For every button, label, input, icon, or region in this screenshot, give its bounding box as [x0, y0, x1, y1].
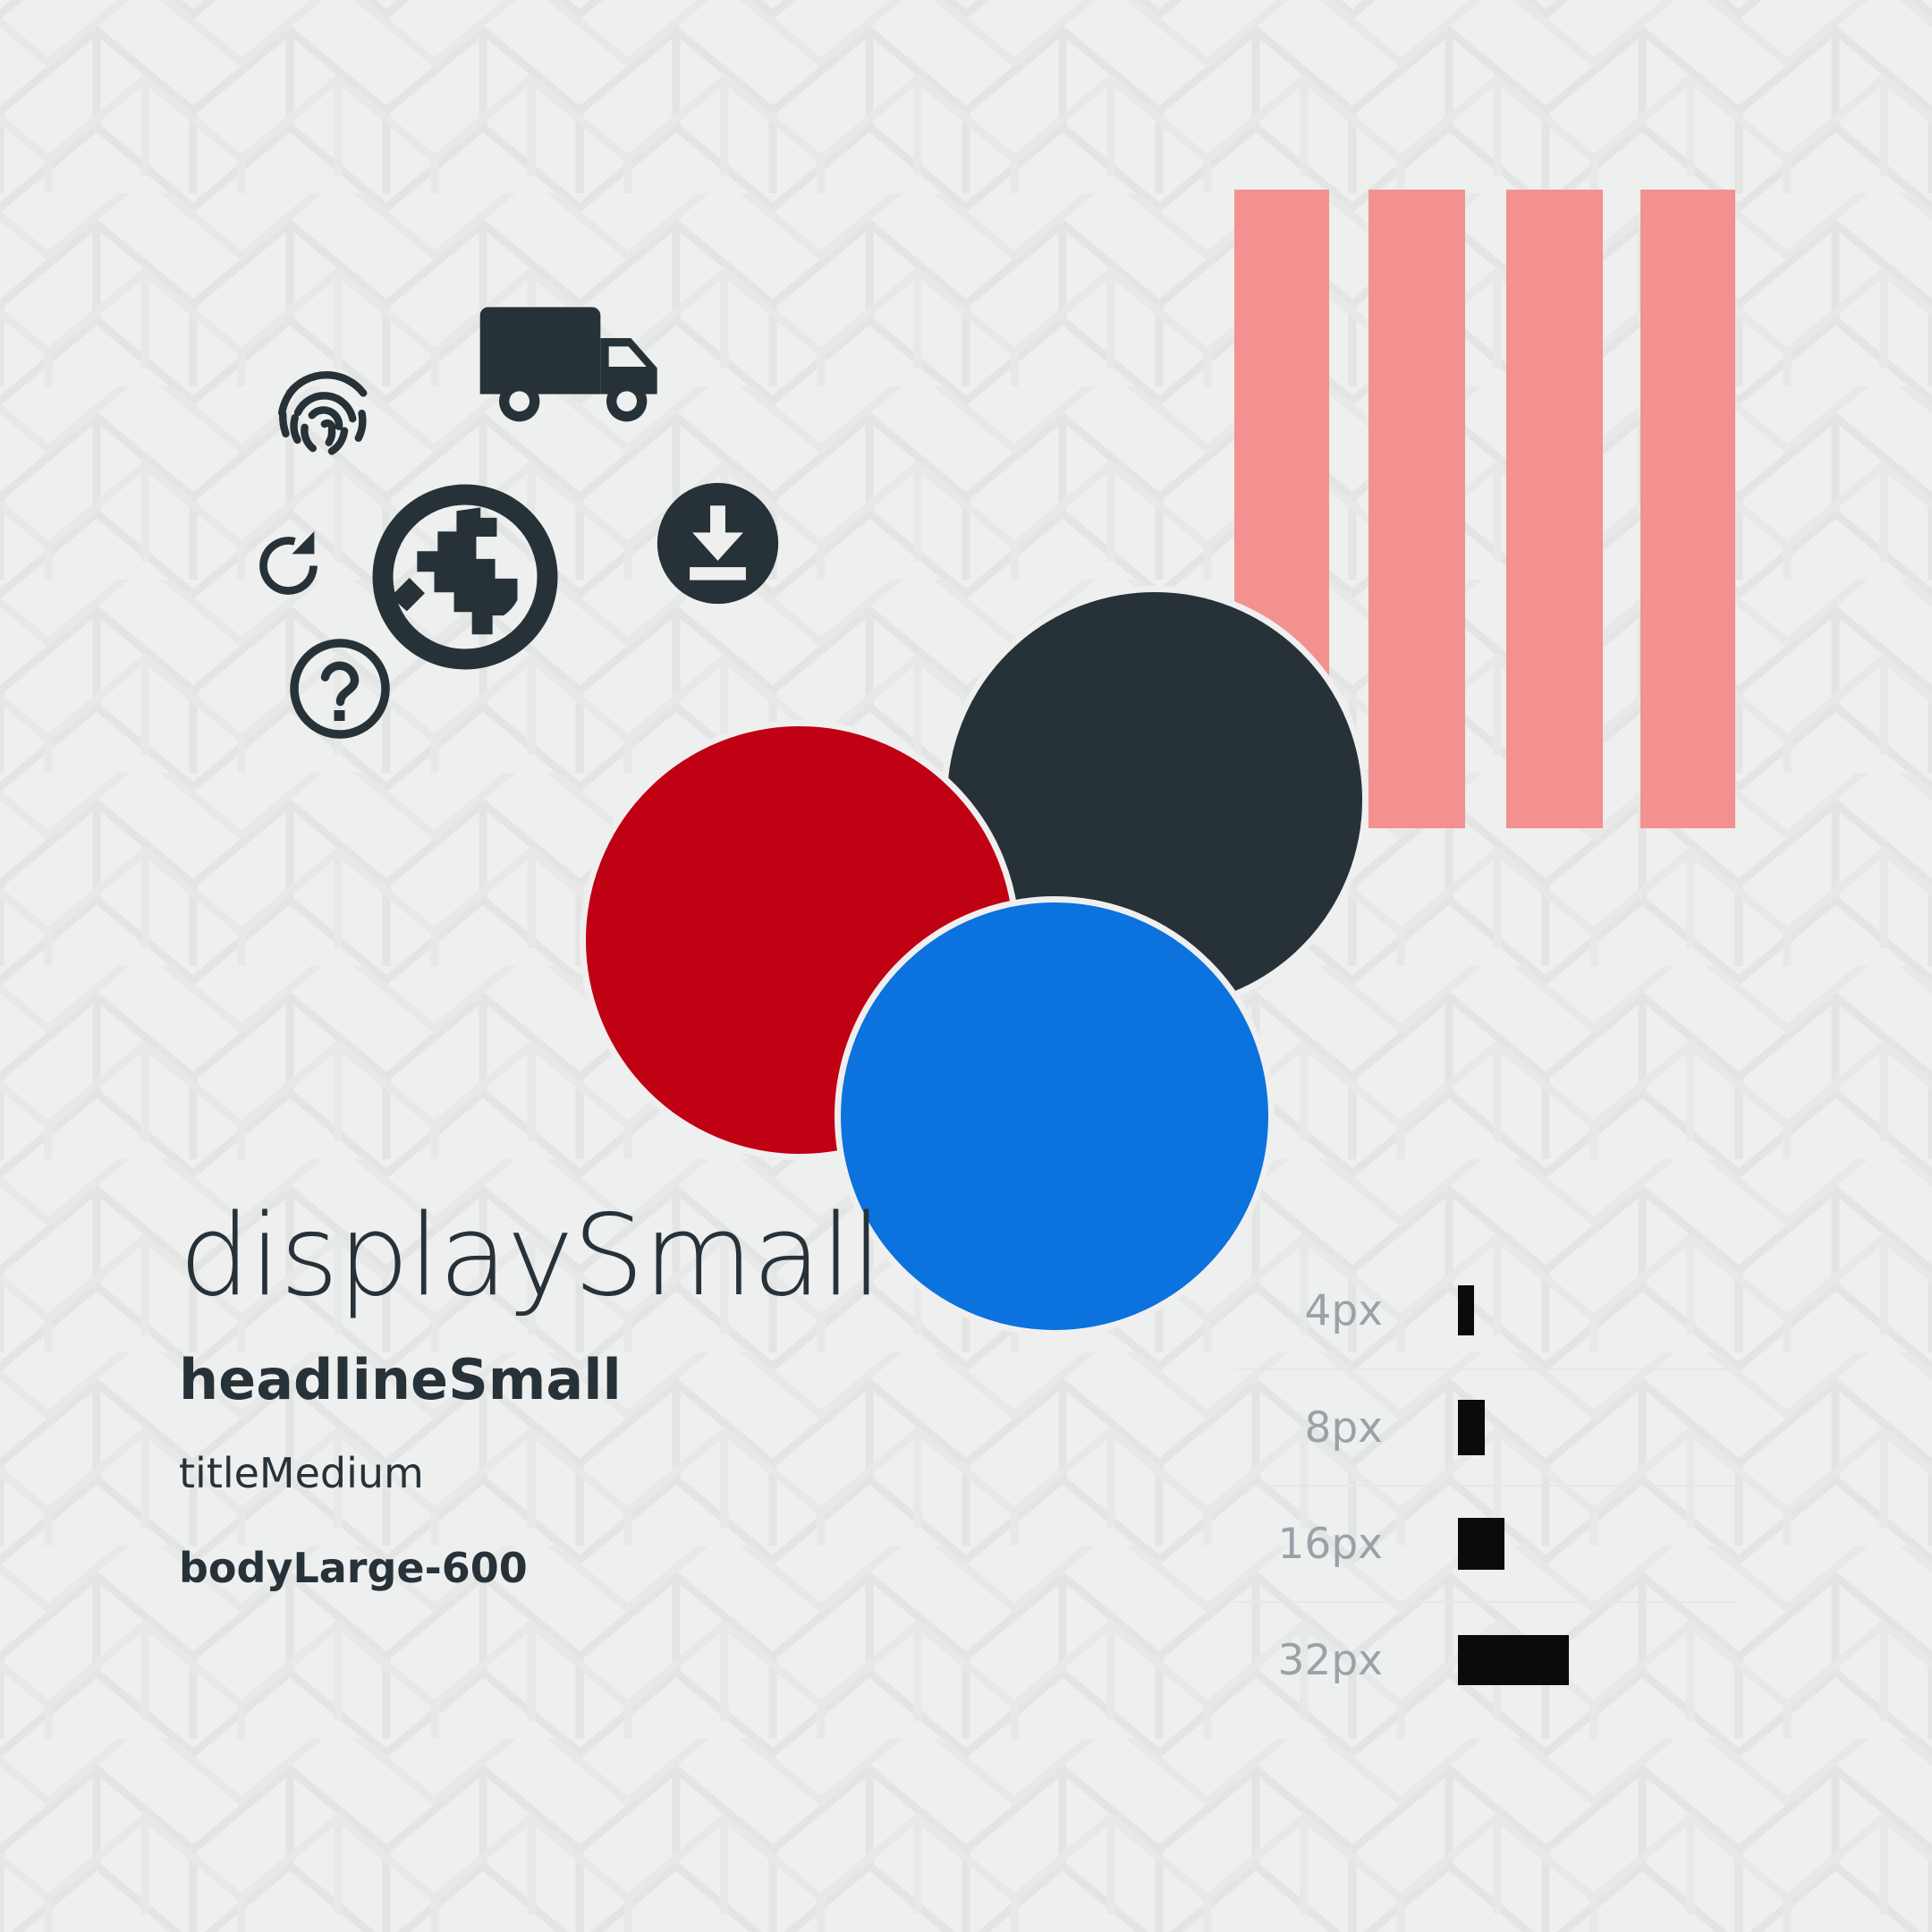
spacing-swatch-wrap [1413, 1518, 1735, 1570]
spacing-scale: 4px 8px 16px 32px [1234, 1252, 1735, 1717]
spacing-swatch-wrap [1413, 1635, 1735, 1685]
spacing-swatch-wrap [1413, 1400, 1735, 1455]
spacing-label: 8px [1304, 1402, 1383, 1453]
spacing-row: 16px [1234, 1485, 1735, 1601]
typography-specimen: displaySmall headlineSmall titleMedium b… [179, 1190, 882, 1593]
spacing-swatch-wrap [1413, 1285, 1735, 1335]
spacing-label: 4px [1304, 1285, 1383, 1335]
spacing-swatch [1458, 1400, 1485, 1455]
spacing-row: 4px [1234, 1252, 1735, 1368]
spacing-row: 32px [1234, 1601, 1735, 1717]
type-sample-title: titleMedium [179, 1449, 424, 1498]
type-sample-display: displaySmall [179, 1190, 882, 1321]
spacing-swatch [1458, 1518, 1504, 1570]
spacing-swatch [1458, 1285, 1474, 1335]
type-sample-body: bodyLarge-600 [179, 1544, 528, 1593]
circle-blue[interactable] [835, 896, 1275, 1336]
spacing-row: 8px [1234, 1368, 1735, 1485]
spacing-swatch [1458, 1635, 1569, 1685]
spacing-label: 16px [1277, 1519, 1383, 1569]
spacing-label: 32px [1277, 1635, 1383, 1685]
type-sample-headline: headlineSmall [179, 1347, 622, 1413]
